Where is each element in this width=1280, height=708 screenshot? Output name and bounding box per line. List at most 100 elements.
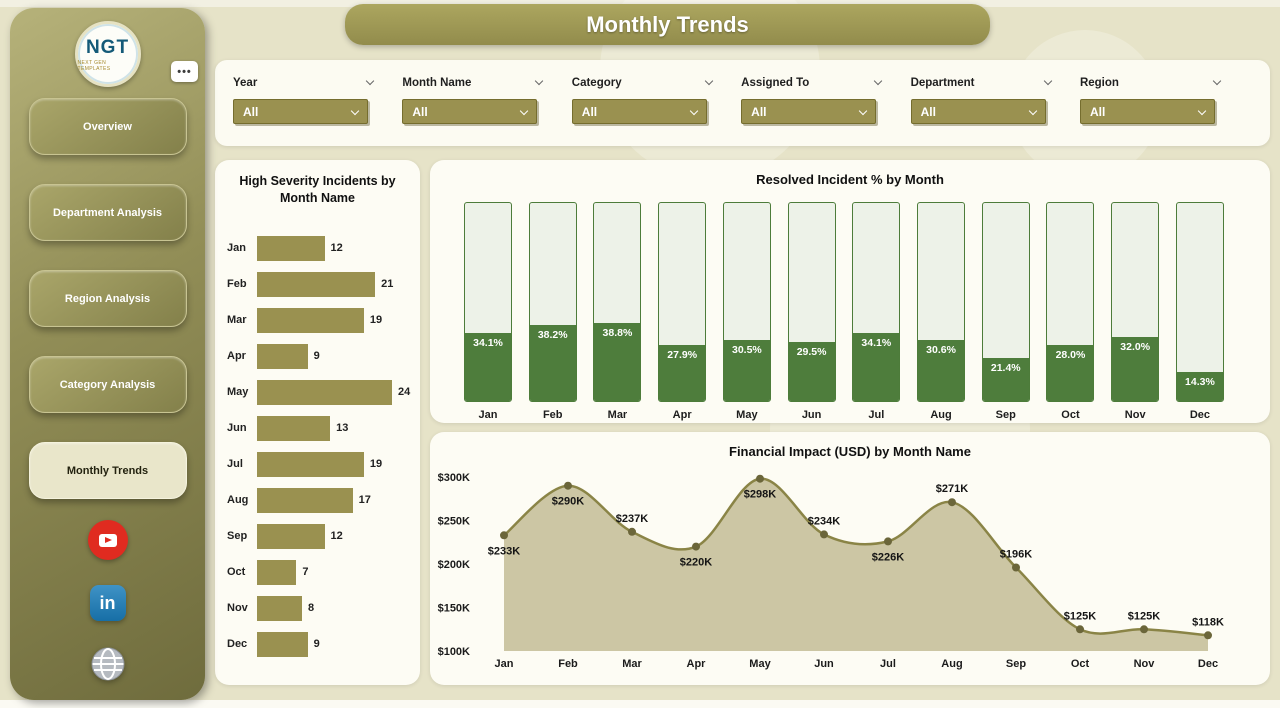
bar[interactable] — [257, 343, 308, 369]
category-label: Mar — [227, 314, 247, 326]
more-options-button[interactable]: ••• — [171, 61, 198, 82]
data-point[interactable] — [1140, 625, 1148, 634]
filter-category-dropdown[interactable]: All — [571, 99, 707, 124]
bar[interactable] — [257, 271, 376, 297]
chevron-down-icon[interactable] — [704, 76, 714, 86]
x-axis-label: May — [749, 658, 771, 670]
youtube-icon[interactable] — [87, 520, 128, 560]
bar[interactable] — [257, 631, 308, 657]
filter-assigned-to-dropdown[interactable]: All — [741, 99, 877, 124]
chevron-down-icon — [689, 106, 699, 115]
filter-value: All — [1089, 104, 1106, 119]
column-track[interactable]: 38.8% — [593, 202, 642, 402]
column-track[interactable]: 30.6% — [917, 202, 966, 402]
column-track[interactable]: 30.5% — [722, 202, 771, 402]
data-point[interactable] — [692, 542, 700, 551]
filter-header: Month Name — [402, 75, 544, 91]
area-chart: $100K $150K $200K $250K $300K Jan Feb Mar Apr May… — [438, 472, 1224, 670]
bar-row: Jul 19 — [227, 446, 416, 482]
bar[interactable] — [257, 523, 325, 549]
percent-label: 30.5% — [731, 344, 762, 356]
top-strip — [0, 0, 1280, 7]
data-point[interactable] — [628, 527, 636, 536]
category-label: Sep — [227, 530, 248, 542]
value-label: 9 — [313, 350, 320, 362]
data-point[interactable] — [1012, 563, 1020, 572]
filter-value: All — [412, 104, 428, 119]
filter-department-dropdown[interactable]: All — [910, 99, 1046, 124]
point-value-label: $237K — [616, 513, 648, 525]
data-point[interactable] — [820, 530, 828, 539]
x-axis-label: Apr — [687, 658, 707, 670]
linkedin-icon[interactable]: in — [89, 585, 126, 621]
data-point[interactable] — [756, 474, 764, 483]
data-point[interactable] — [500, 531, 508, 540]
column-track[interactable]: 32.0% — [1111, 202, 1160, 402]
sidebar-item-monthly-trends[interactable]: Monthly Trends — [28, 442, 187, 499]
data-point[interactable] — [948, 498, 956, 507]
x-axis-label: Nov — [1134, 658, 1156, 670]
value-label: 19 — [369, 458, 383, 470]
chevron-down-icon[interactable] — [873, 76, 883, 86]
bar[interactable] — [257, 307, 364, 333]
bar[interactable] — [257, 415, 331, 441]
data-point[interactable] — [564, 481, 572, 490]
bar[interactable] — [257, 559, 297, 585]
point-value-label: $220K — [680, 557, 712, 569]
point-value-label: $290K — [552, 496, 584, 508]
bar[interactable] — [257, 487, 353, 513]
filter-value: All — [920, 104, 936, 119]
column-chart: 34.1% Jan 38.2% Feb 38.8% Mar 27.9% Apr 30.5% May… — [464, 202, 1224, 421]
column-track[interactable]: 34.1% — [464, 202, 512, 402]
filter-label: Region — [1079, 77, 1119, 89]
percent-label: 32.0% — [1120, 341, 1151, 353]
bar-row: Jan 12 — [227, 230, 416, 266]
filter-region: Region All — [1079, 75, 1230, 146]
sidebar-item-overview[interactable]: Overview — [28, 98, 187, 155]
data-point[interactable] — [1204, 631, 1212, 640]
column-track[interactable]: 28.0% — [1046, 202, 1095, 402]
chevron-down-icon[interactable] — [535, 76, 544, 86]
filter-year-dropdown[interactable]: All — [233, 99, 368, 124]
column-track[interactable]: 14.3% — [1175, 202, 1224, 402]
bar-row: Sep 12 — [227, 518, 416, 554]
chevron-down-icon[interactable] — [1212, 76, 1222, 86]
point-value-label: $226K — [872, 551, 904, 563]
bar[interactable] — [257, 379, 392, 405]
chevron-down-icon — [1028, 106, 1037, 115]
sidebar-item-category-analysis[interactable]: Category Analysis — [28, 356, 187, 413]
column-track[interactable]: 34.1% — [852, 202, 901, 402]
chevron-down-icon[interactable] — [1043, 76, 1052, 86]
x-axis-label: Oct — [1071, 658, 1090, 670]
sidebar-item-region-analysis[interactable]: Region Analysis — [28, 270, 187, 327]
x-axis-label: Dec — [1198, 658, 1218, 670]
filter-header: Department — [911, 75, 1052, 91]
column-track[interactable]: 29.5% — [787, 202, 836, 402]
website-globe-icon[interactable] — [90, 646, 126, 682]
chevron-down-icon[interactable] — [365, 76, 375, 86]
category-label: Jan — [227, 242, 246, 254]
chart-title: Financial Impact (USD) by Month Name — [729, 444, 971, 459]
x-axis-label: Nov — [1124, 409, 1146, 421]
sidebar-item-department-analysis[interactable]: Department Analysis — [28, 184, 187, 241]
column-track[interactable]: 27.9% — [658, 202, 707, 402]
filter-region-dropdown[interactable]: All — [1079, 99, 1215, 124]
column-track[interactable]: 38.2% — [528, 202, 577, 402]
point-value-label: $233K — [488, 545, 520, 557]
x-axis-label: Feb — [558, 658, 578, 670]
bar[interactable] — [257, 595, 302, 621]
column-track[interactable]: 21.4% — [981, 202, 1030, 402]
chart-title: Resolved Incident % by Month — [756, 172, 944, 187]
data-point[interactable] — [1076, 625, 1084, 634]
logo-subtext: NEXT GEN TEMPLATES — [77, 59, 111, 72]
social-links: in — [87, 520, 128, 682]
bar[interactable] — [257, 451, 364, 477]
data-point[interactable] — [884, 537, 892, 546]
filter-department: Department All — [910, 75, 1061, 146]
bar[interactable] — [257, 235, 325, 261]
sidebar: NGT NEXT GEN TEMPLATES ••• Overview Depar… — [10, 8, 205, 700]
chart-title: High Severity Incidents by Month Name — [239, 174, 396, 205]
x-axis-label: Jan — [495, 658, 514, 670]
filter-month-name-dropdown[interactable]: All — [402, 99, 538, 124]
point-value-label: $196K — [1000, 549, 1032, 561]
